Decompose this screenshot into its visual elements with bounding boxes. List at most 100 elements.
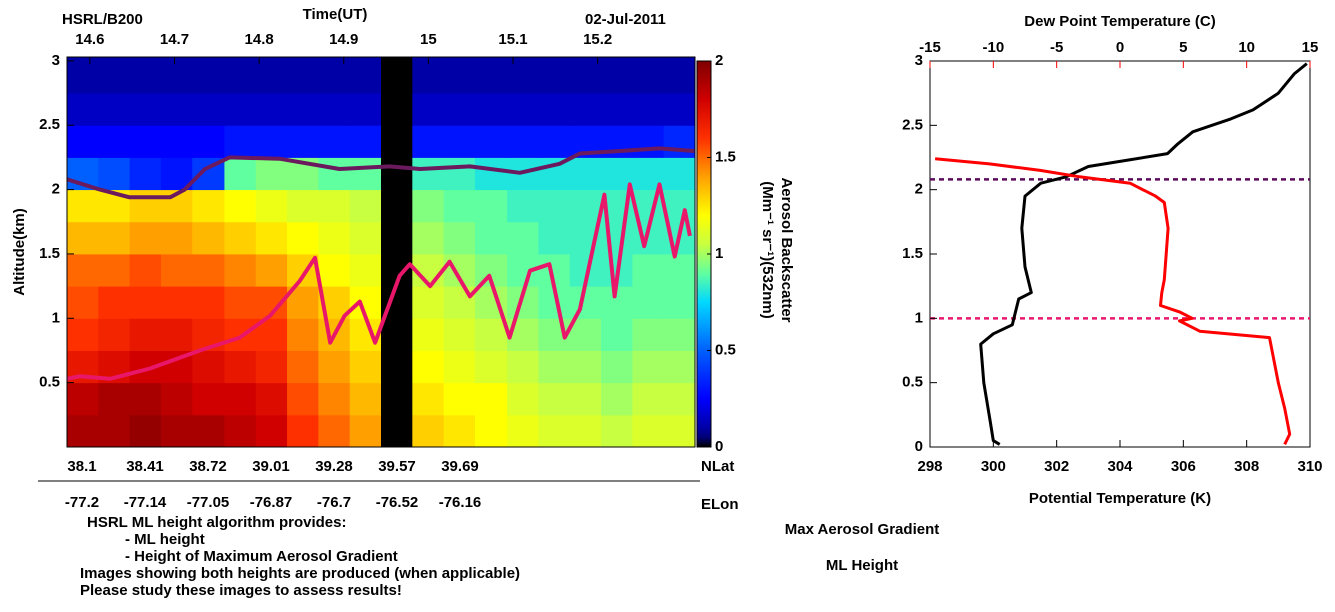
heatmap-cell bbox=[443, 318, 476, 351]
heatmap-cell bbox=[192, 382, 225, 416]
heatmap-cell bbox=[160, 318, 193, 351]
heatmap-cell bbox=[443, 350, 476, 384]
heatmap-cell bbox=[192, 93, 225, 126]
heatmap-cell bbox=[663, 253, 696, 287]
elon-tick-label: -77.2 bbox=[65, 494, 99, 511]
heatmap-cell bbox=[67, 318, 99, 351]
heatmap-cell bbox=[98, 125, 131, 158]
x2-axis-title: Dew Point Temperature (C) bbox=[1024, 13, 1215, 30]
heatmap-cell bbox=[381, 414, 413, 448]
colorbar-title: Aerosol Backscatter bbox=[778, 177, 795, 322]
heatmap-cell bbox=[98, 57, 131, 94]
heatmap-cell bbox=[67, 382, 99, 416]
heatmap-cell bbox=[632, 350, 665, 384]
heatmap-cell bbox=[507, 57, 539, 94]
heatmap-cell bbox=[287, 382, 319, 416]
heatmap-cell bbox=[663, 57, 696, 94]
heatmap-cell bbox=[224, 189, 257, 223]
y-tick-label: 1 bbox=[915, 309, 923, 326]
y-tick-label: 3 bbox=[52, 52, 60, 69]
heatmap-cell bbox=[412, 189, 445, 223]
heatmap-cell bbox=[381, 350, 413, 384]
colorbar-tick-label: 0 bbox=[715, 438, 723, 455]
heatmap-cell bbox=[129, 382, 162, 416]
nlat-tick-label: 39.69 bbox=[441, 458, 479, 475]
heatmap-cell bbox=[129, 189, 162, 223]
heatmap-cell bbox=[569, 382, 602, 416]
heatmap-cell bbox=[255, 93, 288, 126]
heatmap-cell bbox=[412, 382, 445, 416]
heatmap-cell bbox=[443, 125, 476, 158]
heatmap-cell bbox=[67, 286, 99, 319]
heatmap-cell bbox=[67, 93, 99, 126]
date-label: 02-Jul-2011 bbox=[585, 11, 666, 28]
heatmap-cell bbox=[318, 93, 351, 126]
heatmap-cell bbox=[224, 125, 257, 158]
heatmap-cell bbox=[663, 125, 696, 158]
heatmap-cell bbox=[67, 414, 99, 448]
heatmap-cell bbox=[129, 286, 162, 319]
x-tick-label: 310 bbox=[1297, 458, 1322, 475]
heatmap-cell bbox=[255, 157, 288, 191]
colorbar-tick-label: 1.5 bbox=[715, 148, 736, 165]
note-line: - ML height bbox=[125, 531, 205, 548]
x2-tick-label: 0 bbox=[1116, 39, 1124, 56]
heatmap-cell bbox=[538, 382, 571, 416]
heatmap-cell bbox=[255, 125, 288, 158]
heatmap-cell bbox=[287, 125, 319, 158]
heatmap-cell bbox=[663, 286, 696, 319]
y-tick-label: 2 bbox=[52, 181, 60, 198]
heatmap-cell bbox=[474, 57, 508, 94]
heatmap-cell bbox=[224, 221, 257, 255]
heatmap-cell bbox=[663, 382, 696, 416]
x2-tick-label: -10 bbox=[982, 39, 1004, 56]
heatmap-cell bbox=[349, 125, 382, 158]
heatmap-cell bbox=[601, 93, 633, 126]
y-tick-label: 2.5 bbox=[39, 116, 60, 133]
heatmap-cell bbox=[474, 221, 508, 255]
heatmap-cell bbox=[443, 93, 476, 126]
heatmap-cell bbox=[287, 414, 319, 448]
heatmap-cell bbox=[507, 221, 539, 255]
heatmap-cell bbox=[538, 350, 571, 384]
x-axis-title: Time(UT) bbox=[303, 6, 368, 23]
heatmap-cell bbox=[255, 57, 288, 94]
heatmap-cell bbox=[569, 414, 602, 448]
x-tick-label: 304 bbox=[1107, 458, 1133, 475]
x-tick-label: 300 bbox=[981, 458, 1006, 475]
heatmap-cell bbox=[601, 382, 633, 416]
heatmap-cell bbox=[224, 253, 257, 287]
heatmap-cell bbox=[474, 93, 508, 126]
heatmap-cell bbox=[507, 350, 539, 384]
heatmap-cell bbox=[287, 350, 319, 384]
heatmap-cell bbox=[287, 318, 319, 351]
legend-label: ML Height bbox=[826, 557, 898, 574]
nlat-tick-label: 39.28 bbox=[315, 458, 353, 475]
heatmap-cell bbox=[98, 286, 131, 319]
x2-tick-label: 10 bbox=[1238, 39, 1255, 56]
ml-line bbox=[66, 182, 692, 381]
x2-tick-label: -5 bbox=[1050, 39, 1063, 56]
nlat-tick-label: 38.1 bbox=[67, 458, 96, 475]
heatmap-cell bbox=[443, 157, 476, 191]
heatmap-cell bbox=[349, 57, 382, 94]
nlat-tick-label: 38.41 bbox=[126, 458, 164, 475]
heatmap-cell bbox=[507, 125, 539, 158]
heatmap-cell bbox=[129, 318, 162, 351]
heatmap-cell bbox=[160, 57, 193, 94]
heatmap-cell bbox=[538, 93, 571, 126]
x-tick-label: 14.9 bbox=[329, 31, 358, 48]
heatmap-cell bbox=[224, 350, 257, 384]
heatmap-cell bbox=[129, 125, 162, 158]
heatmap-cell bbox=[632, 318, 665, 351]
heatmap-cell bbox=[98, 93, 131, 126]
heatmap-cell bbox=[129, 221, 162, 255]
heatmap-cell bbox=[318, 253, 351, 287]
heatmap-cell bbox=[474, 125, 508, 158]
heatmap-cell bbox=[412, 414, 445, 448]
heatmap-cell bbox=[318, 350, 351, 384]
heatmap-cell bbox=[192, 125, 225, 158]
elon-tick-label: -76.87 bbox=[250, 494, 293, 511]
heatmap-cell bbox=[381, 318, 413, 351]
heatmap-cell bbox=[129, 414, 162, 448]
